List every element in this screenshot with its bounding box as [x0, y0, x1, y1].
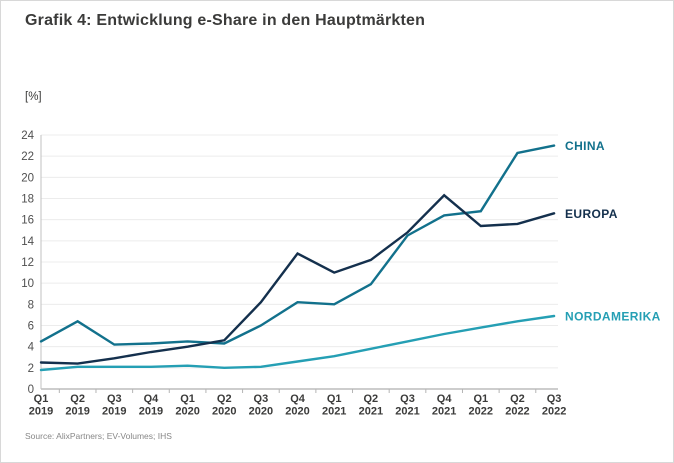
- x-tick-label: Q2 2019: [65, 393, 89, 418]
- series-label-nordamerika: NORDAMERIKA: [565, 309, 661, 323]
- x-tick-label: Q3 2019: [102, 393, 126, 418]
- x-tick-label: Q1 2020: [175, 393, 199, 418]
- y-tick-label: 0: [28, 384, 34, 396]
- y-tick-label: 10: [21, 278, 34, 290]
- y-axis-unit-label: [%]: [25, 91, 42, 103]
- y-tick-label: 4: [28, 342, 35, 354]
- y-tick-label: 14: [21, 236, 34, 248]
- y-tick-label: 18: [21, 194, 34, 206]
- series-label-china: CHINA: [565, 139, 605, 153]
- series-line-europa: [39, 193, 556, 365]
- y-tick-label: 6: [28, 321, 34, 333]
- x-tick-label: Q2 2020: [212, 393, 236, 418]
- x-tick-label: Q4 2020: [285, 393, 309, 418]
- y-tick-label: 20: [21, 172, 34, 184]
- x-tick-label: Q4 2021: [432, 393, 456, 418]
- y-tick-label: 12: [21, 257, 34, 269]
- x-tick-label: Q3 2021: [395, 393, 419, 418]
- source-attribution: Source: AlixPartners; EV-Volumes; IHS: [25, 431, 172, 441]
- y-tick-label: 8: [28, 299, 34, 311]
- x-tick-label: Q1 2022: [469, 393, 493, 418]
- series-line-nordamerika: [39, 314, 556, 372]
- y-tick-label: 24: [21, 130, 34, 142]
- x-tick-label: Q3 2022: [542, 393, 566, 418]
- x-tick-label: Q1 2019: [29, 393, 53, 418]
- series-label-europa: EUROPA: [565, 207, 618, 221]
- x-tick-label: Q1 2021: [322, 393, 346, 418]
- x-tick-label: Q2 2022: [505, 393, 529, 418]
- y-tick-label: 16: [21, 215, 34, 227]
- x-tick-label: Q3 2020: [249, 393, 273, 418]
- y-tick-label: 2: [28, 363, 34, 375]
- y-tick-label: 22: [21, 151, 34, 163]
- chart-title: Grafik 4: Entwicklung e-Share in den Hau…: [25, 12, 426, 29]
- x-tick-label: Q2 2021: [359, 393, 383, 418]
- x-tick-label: Q4 2019: [139, 393, 163, 418]
- series-line-china: [39, 144, 556, 346]
